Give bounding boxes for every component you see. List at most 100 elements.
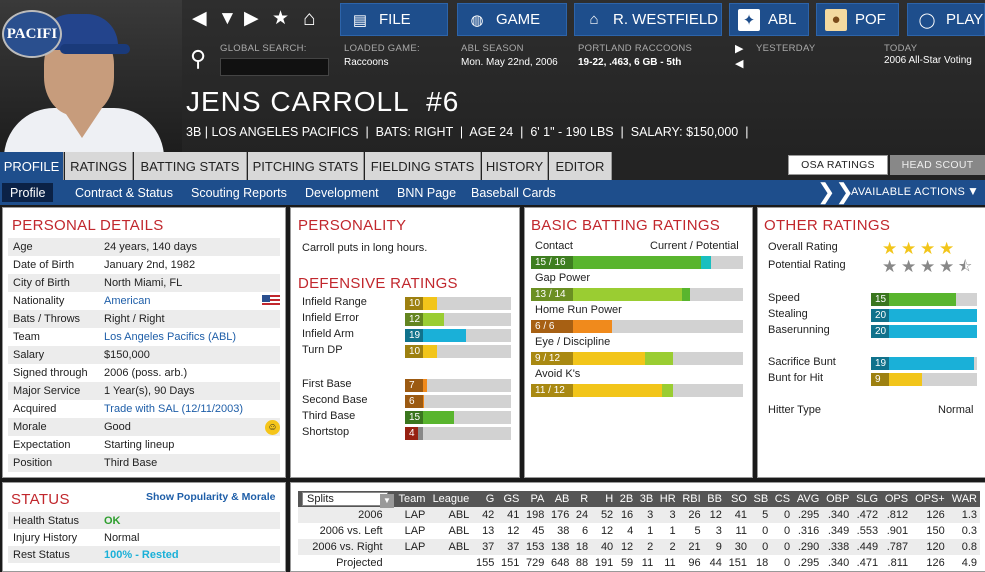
defense-rating-bar: 10: [405, 297, 511, 310]
defense-rating-fill: [405, 379, 428, 392]
dropdown-arrow-icon[interactable]: ▼: [218, 8, 237, 29]
show-popularity-morale-link[interactable]: Show Popularity & Morale: [146, 491, 276, 503]
splits-cell: 11: [641, 557, 654, 569]
splits-column-header[interactable]: Team: [394, 491, 429, 507]
baseball-icon: ◯: [918, 11, 936, 29]
splits-cell: 153: [522, 539, 548, 555]
status-row-value: Normal: [104, 531, 140, 544]
next-day-icon[interactable]: ▶: [735, 43, 744, 55]
personal-row-value[interactable]: Los Angeles Pacifics (ABL): [104, 331, 237, 343]
team-menu-button[interactable]: ⌂ R. WESTFIELD: [574, 3, 722, 36]
back-arrow-icon[interactable]: ◀: [192, 8, 207, 29]
chevron-down-icon[interactable]: ▼: [967, 184, 979, 198]
tab-profile[interactable]: PROFILE: [0, 152, 64, 180]
splits-column-header[interactable]: HR: [656, 491, 679, 507]
status-row-key: Rest Status: [13, 548, 70, 561]
game-menu-button[interactable]: ◍ GAME: [457, 3, 567, 36]
subnav-scouting-reports[interactable]: Scouting Reports: [191, 185, 287, 200]
other-rating-value: 20: [875, 326, 887, 337]
splits-column-header[interactable]: AB: [547, 491, 573, 507]
defense-rating-label: First Base: [302, 378, 352, 390]
splits-dropdown-icon[interactable]: ▼: [380, 494, 394, 508]
splits-select[interactable]: Splits: [302, 492, 388, 506]
splits-column-header[interactable]: PA: [522, 491, 548, 507]
splits-cell: 24: [572, 507, 592, 523]
prev-day-icon[interactable]: ◀: [735, 58, 744, 70]
league-logo-icon: ✦: [738, 8, 760, 31]
splits-column-header[interactable]: AVG: [793, 491, 823, 507]
splits-cell: 2: [636, 539, 657, 555]
splits-column-header[interactable]: WAR: [947, 491, 980, 507]
tab-pitching-stats[interactable]: PITCHING STATS: [248, 152, 364, 180]
actions-chevron-icon[interactable]: ❯❯: [817, 179, 854, 204]
personal-row-value: 1 Year(s), 90 Days: [104, 385, 195, 397]
global-search-label: GLOBAL SEARCH:: [220, 43, 307, 54]
splits-column-header[interactable]: SLG: [852, 491, 882, 507]
splits-cell: 44: [709, 557, 722, 569]
defense-rating-value-strip: [405, 345, 423, 358]
splits-cell: 88: [575, 557, 589, 569]
splits-cell: .812: [881, 507, 912, 523]
splits-column-header[interactable]: 2B: [616, 491, 637, 507]
splits-column-header[interactable]: SB: [749, 491, 772, 507]
splits-column-header[interactable]: CS: [771, 491, 794, 507]
splits-column-header[interactable]: R: [572, 491, 592, 507]
today-event[interactable]: 2006 All-Star Voting: [884, 55, 972, 66]
league-menu-button[interactable]: ✦ ABL: [729, 3, 809, 36]
splits-column-header[interactable]: League: [428, 491, 473, 507]
search-icon[interactable]: ⚲: [190, 46, 207, 71]
yesterday-label[interactable]: YESTERDAY: [756, 43, 816, 54]
subnav-baseball-cards[interactable]: Baseball Cards: [471, 185, 556, 200]
splits-cell: 176: [547, 507, 573, 523]
defense-rating-label: Shortstop: [302, 426, 350, 438]
subnav-contract-status[interactable]: Contract & Status: [75, 185, 173, 200]
splits-column-header[interactable]: SO: [724, 491, 750, 507]
splits-cell: .449: [852, 539, 882, 555]
star-icon[interactable]: ★: [272, 8, 290, 29]
subnav-development[interactable]: Development: [305, 185, 379, 200]
pod-menu-button[interactable]: ● POF: [816, 3, 899, 36]
personal-row-value[interactable]: Trade with SAL (12/11/2003): [104, 403, 244, 415]
home-icon[interactable]: ⌂: [303, 7, 316, 30]
splits-column-header[interactable]: G: [472, 491, 498, 507]
tab-osa-ratings[interactable]: OSA RATINGS: [788, 155, 888, 175]
play-menu-button[interactable]: ◯ PLAY: [907, 3, 985, 36]
splits-cell: 0: [771, 539, 794, 555]
splits-column-header[interactable]: 3B: [636, 491, 657, 507]
splits-column-header[interactable]: OPS: [881, 491, 912, 507]
batting-value-strip: [531, 384, 573, 397]
personal-row-value[interactable]: American: [104, 295, 151, 307]
splits-column-header[interactable]: BB: [703, 491, 725, 507]
tab-ratings[interactable]: RATINGS: [65, 152, 133, 180]
league-label: ABL: [768, 11, 797, 28]
defense-rating-value: 15: [409, 412, 421, 423]
batting-value-strip: [531, 288, 573, 301]
batting-rating-bar: 13 / 14: [531, 288, 743, 301]
file-menu-button[interactable]: ▤ FILE: [340, 3, 448, 36]
other-rating-value-strip: [871, 373, 889, 386]
personal-row-key: City of Birth: [13, 277, 70, 289]
splits-cell: 52: [591, 507, 617, 523]
available-actions-button[interactable]: AVAILABLE ACTIONS: [851, 186, 966, 198]
personal-row-value: 2006 (poss. arb.): [104, 367, 188, 379]
splits-cell: .340: [827, 557, 850, 569]
forward-arrow-icon[interactable]: ▶: [244, 8, 259, 29]
personal-row-value: Third Base: [104, 457, 158, 469]
tab-head-scout[interactable]: HEAD SCOUT: [890, 155, 985, 175]
subnav-bnn-page[interactable]: BNN Page: [397, 185, 457, 200]
splits-column-header[interactable]: OBP: [822, 491, 853, 507]
splits-column-header[interactable]: H: [591, 491, 617, 507]
splits-column-header[interactable]: GS: [497, 491, 523, 507]
other-rating-label: Speed: [768, 292, 800, 304]
tab-history[interactable]: HISTORY: [482, 152, 548, 180]
subnav-profile[interactable]: Profile: [2, 183, 54, 202]
global-search-input[interactable]: [220, 58, 329, 76]
tab-editor[interactable]: EDITOR: [549, 152, 612, 180]
splits-column-header[interactable]: OPS+: [911, 491, 948, 507]
defense-rating-label: Infield Range: [302, 296, 367, 308]
splits-cell: 3: [715, 525, 722, 537]
defense-rating-value: 12: [409, 314, 421, 325]
tab-batting-stats[interactable]: BATTING STATS: [134, 152, 247, 180]
tab-fielding-stats[interactable]: FIELDING STATS: [365, 152, 481, 180]
splits-column-header[interactable]: RBI: [678, 491, 704, 507]
